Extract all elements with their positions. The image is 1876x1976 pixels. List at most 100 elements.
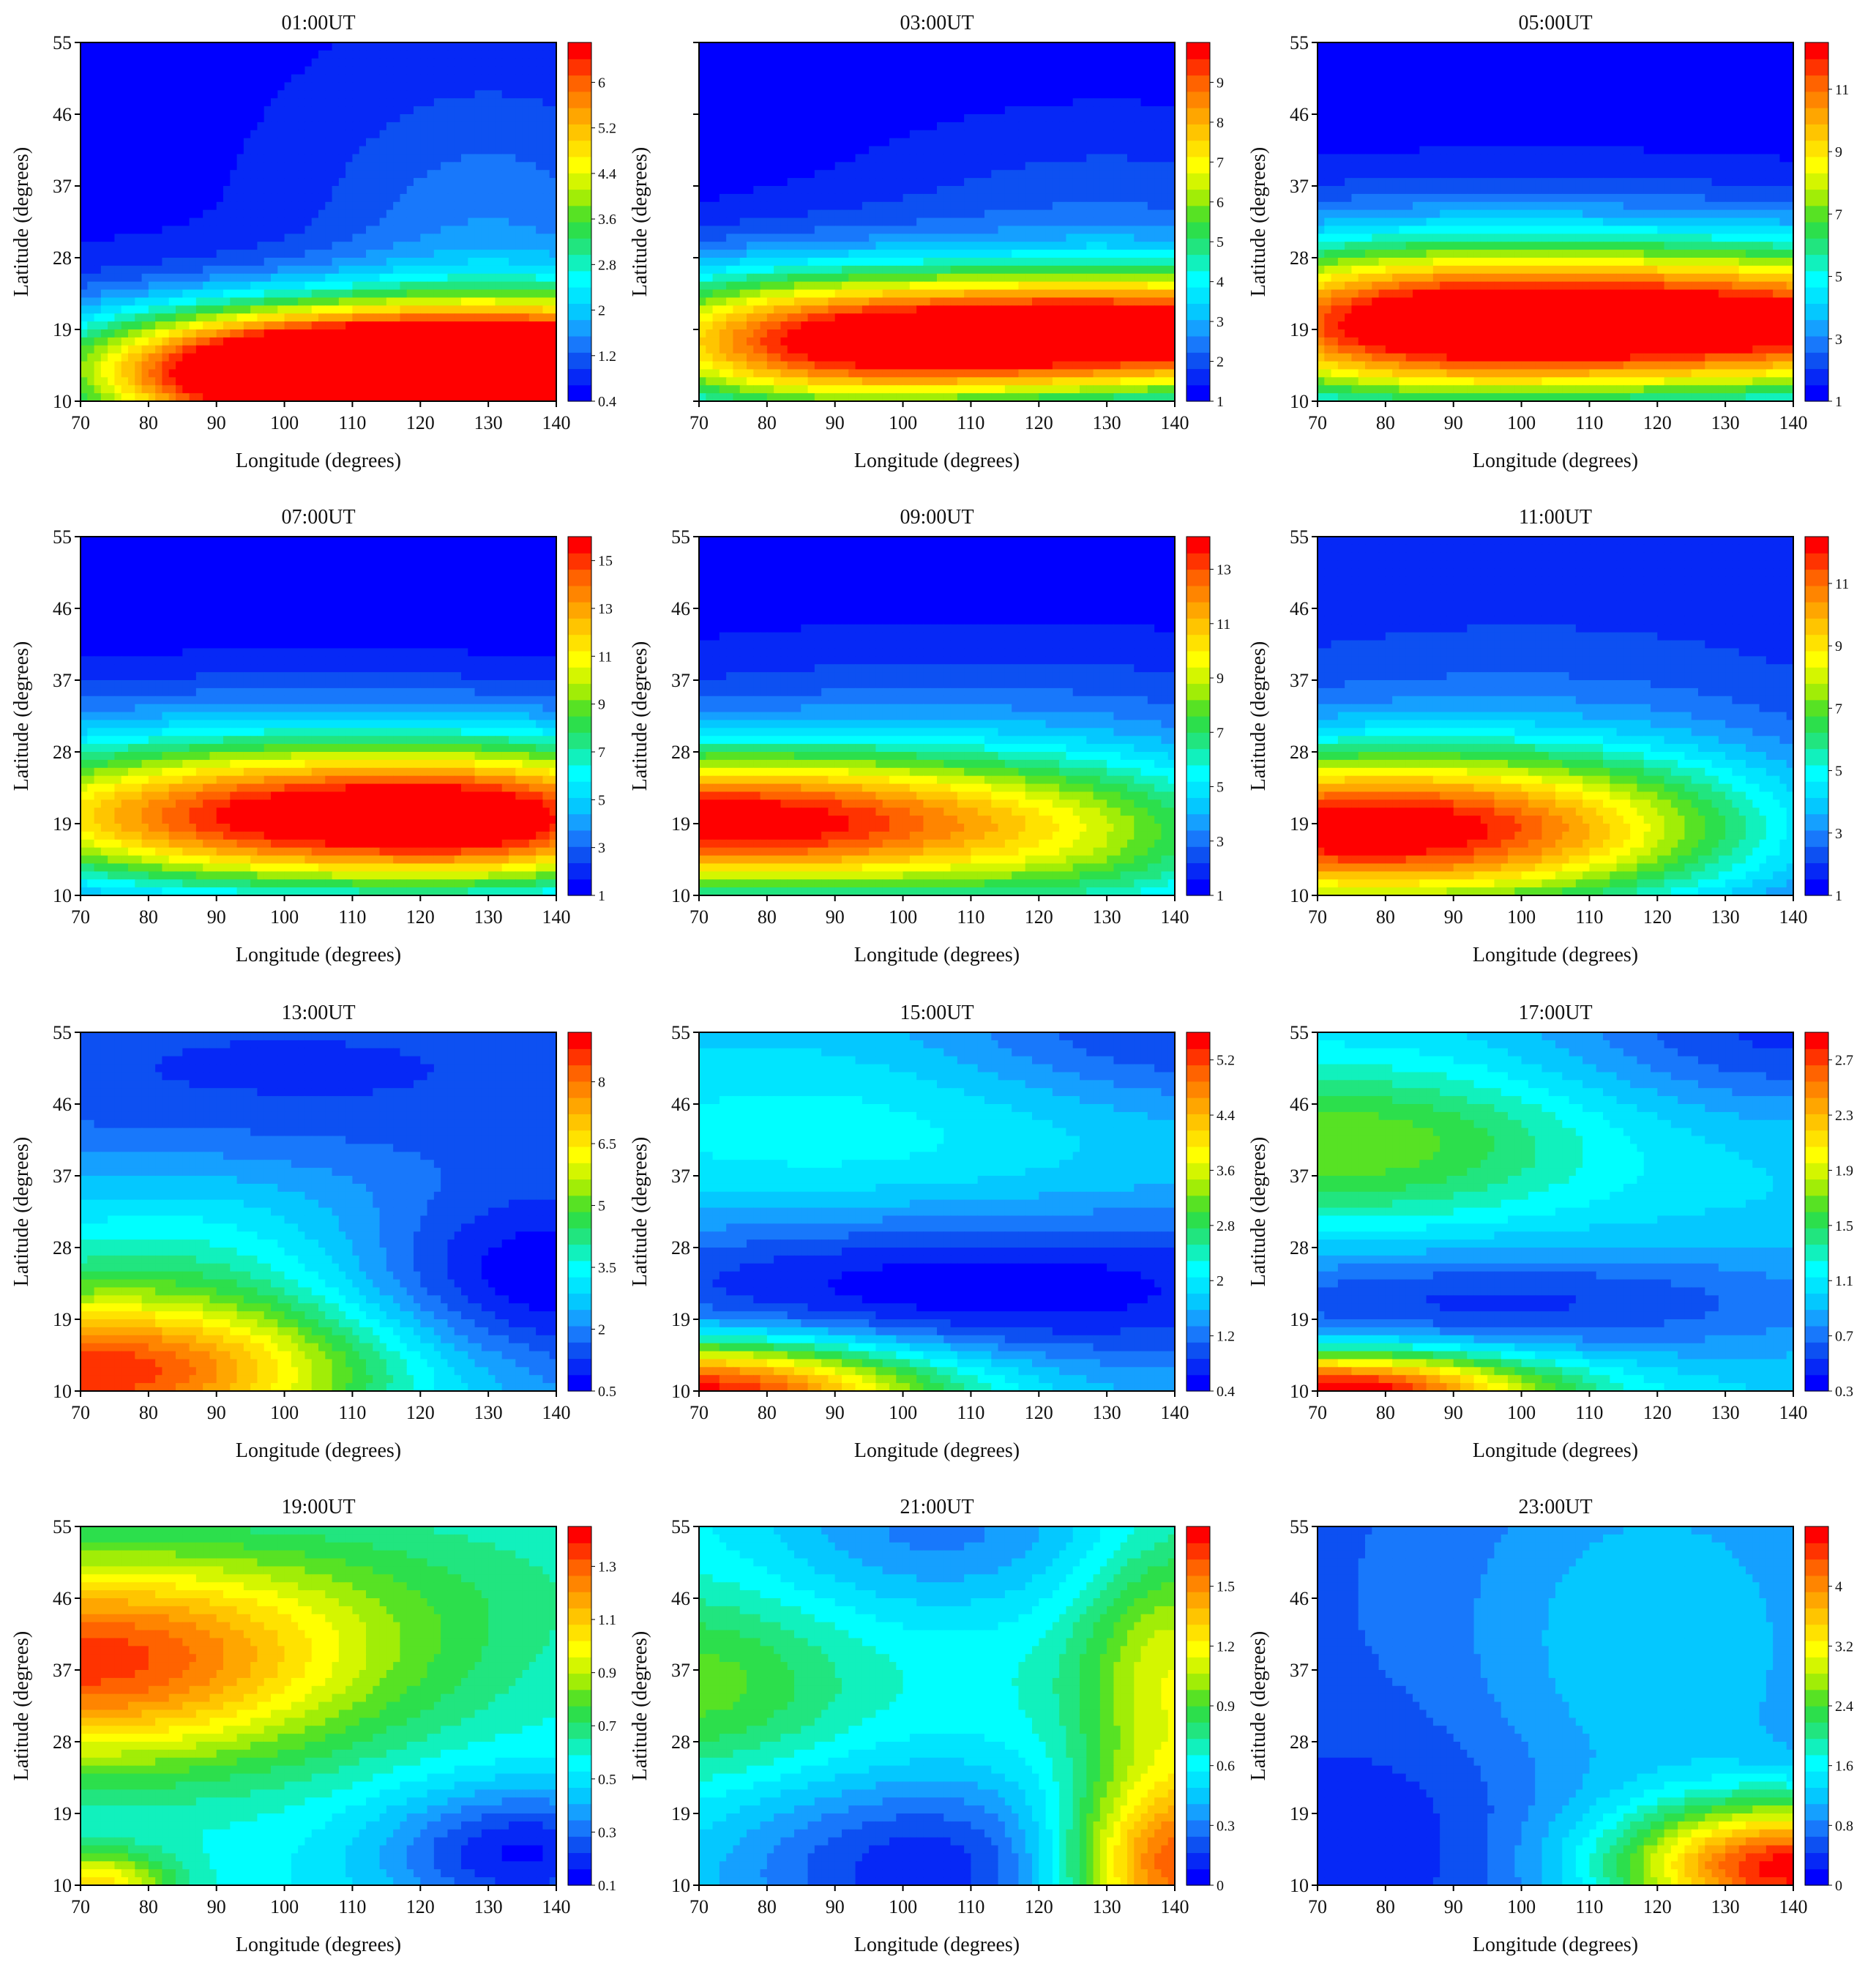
heatmap-cell: [359, 82, 367, 91]
heatmap-cell: [264, 258, 272, 266]
heatmap-cell: [447, 250, 455, 258]
heatmap-cell: [739, 209, 747, 219]
heatmap-cell: [243, 154, 251, 163]
heatmap-cell: [406, 250, 414, 258]
heatmap-cell: [488, 146, 496, 155]
heatmap-cell: [168, 377, 176, 386]
heatmap-cell: [128, 265, 135, 275]
heatmap-cell: [243, 90, 251, 99]
heatmap-cell: [801, 170, 809, 179]
heatmap-cell: [916, 186, 924, 195]
heatmap-cell: [495, 345, 503, 354]
heatmap-cell: [991, 114, 999, 123]
heatmap-cell: [420, 225, 428, 234]
heatmap-cell: [807, 186, 815, 195]
heatmap-cell: [81, 178, 88, 187]
heatmap-cell: [950, 42, 958, 51]
heatmap-cell: [1066, 217, 1074, 227]
heatmap-cell: [862, 106, 870, 115]
heatmap-cell: [1099, 234, 1107, 242]
heatmap-cell: [155, 122, 163, 131]
heatmap-cell: [271, 90, 278, 99]
heatmap-cell: [141, 305, 149, 314]
heatmap-cell: [135, 345, 143, 354]
heatmap-cell: [277, 313, 285, 322]
heatmap-cell: [1099, 217, 1107, 227]
heatmap-cell: [338, 250, 346, 258]
heatmap-cell: [1018, 217, 1026, 227]
heatmap-cell: [236, 170, 244, 179]
heatmap-cell: [821, 66, 829, 75]
heatmap-cell: [216, 337, 224, 346]
heatmap-cell: [250, 201, 258, 211]
heatmap-cell: [1161, 209, 1169, 219]
heatmap-cell: [1004, 58, 1012, 67]
heatmap-cell: [176, 289, 183, 299]
colorbar: 0.41.222.83.64.45.26: [567, 42, 616, 410]
heatmap-cell: [515, 201, 523, 211]
heatmap-cell: [441, 321, 449, 330]
heatmap-cell: [468, 273, 476, 283]
heatmap-cell: [203, 337, 211, 346]
heatmap-cell: [162, 353, 170, 362]
heatmap-cell: [203, 273, 211, 283]
heatmap-cell: [515, 265, 523, 275]
heatmap-cell: [345, 297, 354, 306]
heatmap-cell: [400, 393, 408, 402]
heatmap-cell: [264, 209, 272, 219]
heatmap-cell: [739, 90, 747, 99]
heatmap-cell: [536, 313, 544, 322]
heatmap-cell: [257, 258, 265, 266]
heatmap-cell: [81, 234, 88, 242]
heatmap-cell: [1147, 122, 1155, 131]
heatmap-cell: [236, 122, 244, 131]
heatmap-cell: [882, 170, 890, 179]
heatmap-cell: [441, 42, 449, 51]
heatmap-cell: [291, 74, 299, 83]
heatmap-cell: [760, 114, 768, 123]
heatmap-cell: [712, 162, 720, 171]
heatmap-cell: [501, 58, 509, 67]
heatmap-cell: [427, 217, 435, 227]
heatmap-cell: [501, 321, 509, 330]
heatmap-cell: [318, 106, 326, 115]
heatmap-cell: [338, 98, 346, 107]
heatmap-cell: [834, 50, 842, 59]
heatmap-cell: [264, 201, 272, 211]
heatmap-cell: [869, 178, 877, 187]
heatmap-cell: [291, 193, 299, 203]
heatmap-cell: [366, 225, 373, 234]
heatmap-cell: [427, 377, 435, 386]
heatmap-cell: [536, 66, 544, 75]
heatmap-cell: [236, 265, 244, 275]
heatmap-cell: [359, 305, 367, 314]
heatmap-cell: [393, 289, 401, 299]
heatmap-cell: [780, 42, 788, 51]
heatmap-cell: [155, 162, 163, 171]
heatmap-cell: [94, 217, 102, 227]
heatmap-cell: [441, 106, 449, 115]
heatmap-cell: [250, 377, 258, 386]
heatmap-cell: [379, 385, 387, 394]
heatmap-cell: [100, 273, 108, 283]
heatmap-cell: [760, 242, 768, 250]
heatmap-cell: [81, 337, 88, 346]
heatmap-cell: [250, 98, 258, 107]
heatmap-cell: [1099, 114, 1107, 123]
heatmap-cell: [848, 106, 856, 115]
heatmap-cell: [338, 353, 346, 362]
heatmap-cell: [896, 50, 904, 59]
heatmap-cell: [176, 201, 183, 211]
heatmap-cell: [1025, 225, 1033, 234]
heatmap-cell: [780, 193, 788, 203]
heatmap-cell: [536, 193, 544, 203]
heatmap-cell: [930, 82, 938, 91]
heatmap-cell: [855, 90, 863, 99]
heatmap-cell: [1107, 114, 1115, 123]
heatmap-cell: [373, 193, 381, 203]
heatmap-cell: [155, 385, 163, 394]
heatmap-cell: [1099, 122, 1107, 131]
heatmap-cell: [264, 297, 272, 306]
heatmap-cell: [441, 297, 449, 306]
heatmap-cell: [311, 321, 319, 330]
